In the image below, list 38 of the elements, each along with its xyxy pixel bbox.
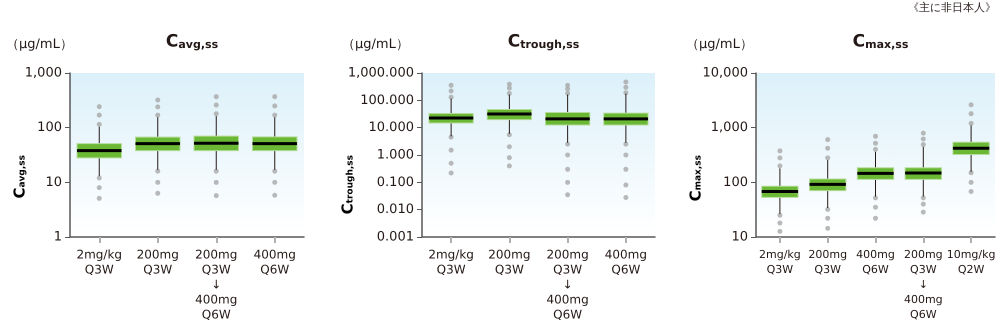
x-tick-label: 200mg Q3W: [136, 248, 179, 276]
text: 10,000: [702, 66, 748, 80]
chart-title: Ctrough,ss: [508, 32, 580, 52]
y-tick-label: 1.000: [376, 148, 414, 162]
y-tick-label: 1,000.000: [348, 66, 414, 80]
y-tick-label: 0.010: [376, 202, 414, 218]
x-tick-label: 200mg Q3W: [808, 248, 848, 276]
x-tick-label: 200mg Q3W ↓ 400mg Q6W: [904, 248, 943, 321]
text: 1,000: [710, 120, 748, 136]
y-axis-title: Cavg,ss: [10, 155, 28, 199]
y-tick-label: 10.000: [368, 120, 414, 136]
x-tick-label: 200mg Q3W ↓ 400mg Q6W: [546, 248, 589, 322]
y-tick-label: 10: [45, 174, 62, 190]
x-tick-label: 400mg Q6W: [254, 248, 296, 276]
x-tick-label: 400mg Q6W: [856, 248, 895, 276]
y-tick-label: 1: [54, 230, 62, 244]
text: 1,000: [24, 66, 62, 80]
text: （μg/mL）: [686, 37, 753, 52]
x-tick-label: 2mg/kg Q3W: [428, 248, 474, 276]
y-tick-label: 100: [37, 120, 62, 136]
x-tick-label: 400mg Q6W: [604, 248, 647, 276]
x-tick-label: 10mg/kg Q2W: [946, 248, 996, 276]
text: （μg/mL）: [342, 37, 409, 52]
y-tick-label: 10: [731, 230, 748, 244]
y-tick-label: 100.000: [360, 92, 414, 108]
y-tick-label: 0.001: [376, 230, 414, 244]
x-tick-label: 2mg/kg Q3W: [76, 248, 122, 276]
y-tick-label: 100: [723, 174, 748, 190]
y-axis-title: Ctrough,ss: [338, 154, 356, 214]
y-axis-title: Cmax,ss: [686, 155, 704, 202]
chart-title: Cmax,ss: [852, 32, 909, 52]
chart-title: Cavg,ss: [166, 32, 219, 52]
x-tick-label: 200mg Q3W ↓ 400mg Q6W: [195, 248, 238, 322]
x-tick-label: 200mg Q3W: [488, 248, 530, 276]
y-tick-label: 0.100: [376, 174, 414, 190]
x-tick-label: 2mg/kg Q3W: [759, 248, 801, 276]
text: 《主に非日本人》: [908, 1, 996, 14]
text: （μg/mL）: [6, 37, 73, 52]
